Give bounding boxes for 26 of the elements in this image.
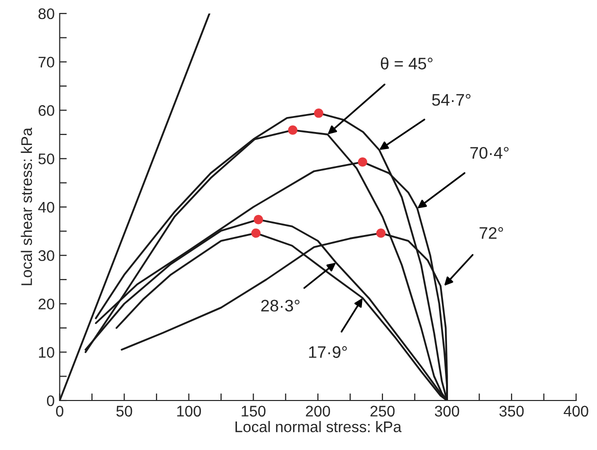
x-tick-label: 100 [177, 406, 201, 417]
x-tick-label: 200 [306, 406, 330, 417]
x-tick-label: 250 [370, 406, 395, 417]
x-tick-label: 350 [499, 406, 524, 417]
annotation: θ = 45° [380, 57, 432, 70]
y-tick-label: 40 [38, 202, 54, 213]
y-tick-label: 20 [38, 298, 54, 310]
x-tick-label: 50 [116, 406, 132, 417]
annotation: 17·9° [309, 346, 347, 358]
y-tick-label: 50 [38, 153, 54, 164]
x-tick-label: 150 [242, 406, 266, 417]
x-tick-label: 0 [56, 406, 64, 417]
y-tick-label: 0 [46, 395, 54, 406]
x-tick-label: 400 [564, 406, 588, 417]
annotation: 72° [480, 227, 503, 239]
annotation: 54·7° [432, 94, 470, 106]
x-tick-label: 300 [434, 406, 460, 417]
y-tick-label: 80 [38, 8, 54, 20]
y-tick-label: 60 [38, 105, 54, 116]
annotation: 70·4° [470, 146, 509, 159]
y-tick-label: 30 [38, 250, 54, 262]
annotation: 28·3° [261, 300, 300, 312]
y-tick-label: 70 [38, 56, 54, 68]
y-tick-label: 10 [39, 346, 54, 358]
x-axis-title: Local normal stress: kPa [236, 420, 402, 432]
y-axis-title: Local shear stress: kPa [20, 128, 32, 286]
